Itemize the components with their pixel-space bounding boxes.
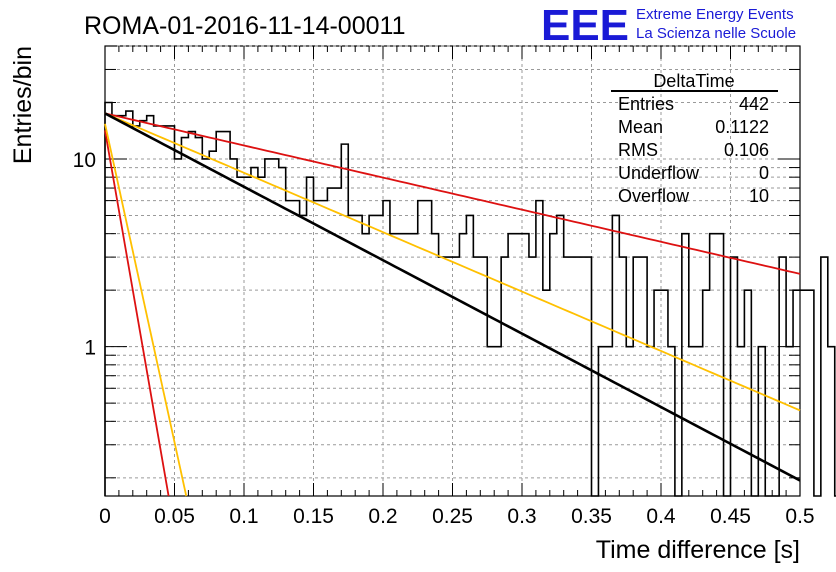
stats-label-entries: Entries <box>618 94 674 114</box>
stats-title: DeltaTime <box>653 71 734 91</box>
x-tick-label: 0.15 <box>293 505 334 528</box>
fit-curve-red <box>104 130 170 497</box>
histogram-steps <box>104 101 836 497</box>
x-tick-label: 0.35 <box>571 505 612 528</box>
x-tick-label: 0.3 <box>507 505 536 528</box>
fit-curve-black <box>104 112 801 482</box>
stats-value-entries: 442 <box>739 94 769 114</box>
fit-curve-red <box>104 112 801 275</box>
stats-label-overflow: Overflow <box>618 186 690 206</box>
stats-value-underflow: 0 <box>759 163 769 183</box>
x-tick-label: 0.05 <box>154 505 195 528</box>
x-tick-label: 0.5 <box>785 505 814 528</box>
x-axis-label: Time difference [s] <box>596 536 800 564</box>
x-tick-label: 0.1 <box>229 505 258 528</box>
ticks-layer: 0 0.05 0.1 0.15 0.2 0.25 0.3 0.35 0.4 0.45 0.5 1 10 <box>73 45 815 528</box>
stats-value-mean: 0.1122 <box>715 117 769 137</box>
x-tick-label: 0.25 <box>432 505 473 528</box>
stats-value-overflow: 10 <box>749 186 769 206</box>
eee-logo-line2: La Scienza nelle Scuole <box>636 25 796 42</box>
y-axis-label: Entries/bin <box>9 46 37 164</box>
x-tick-label: 0.2 <box>368 505 397 528</box>
x-tick-label: 0.45 <box>710 505 751 528</box>
eee-logo-line1: Extreme Energy Events <box>636 6 794 23</box>
y-tick-label: 10 <box>73 149 96 172</box>
x-tick-label: 0.4 <box>646 505 676 528</box>
histogram-layer <box>104 101 836 497</box>
stats-label-rms: RMS <box>618 140 658 160</box>
fit-curves-layer <box>104 112 801 497</box>
fit-curve-orange <box>104 123 188 497</box>
eee-logo-text: EEE <box>541 1 629 50</box>
eee-logo: EEE Extreme Energy Events La Scienza nel… <box>541 1 796 50</box>
chart-title: ROMA-01-2016-11-14-00011 <box>84 12 405 40</box>
stats-label-mean: Mean <box>618 117 663 137</box>
y-tick-label: 1 <box>84 337 96 360</box>
grid-layer <box>105 45 800 496</box>
stats-label-underflow: Underflow <box>618 163 700 183</box>
stats-value-rms: 0.106 <box>724 140 769 160</box>
fit-curve-orange <box>104 112 801 412</box>
x-tick-label: 0 <box>99 505 111 528</box>
stats-box: DeltaTime Entries 442 Mean 0.1122 RMS 0.… <box>611 71 778 206</box>
